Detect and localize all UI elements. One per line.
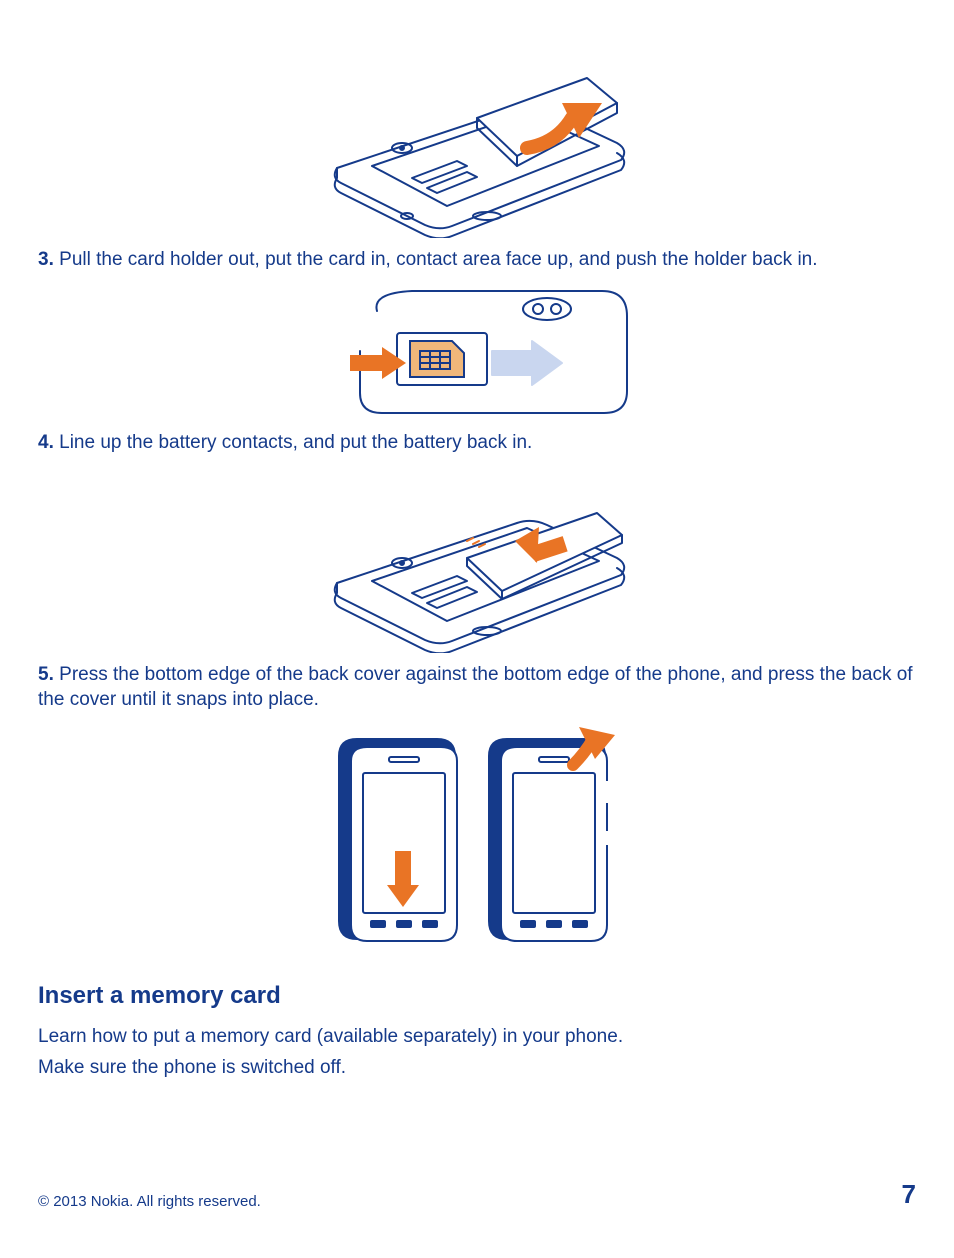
section-title: Insert a memory card <box>38 982 916 1010</box>
figure-cover-snap <box>317 721 637 956</box>
step-3: 3. Pull the card holder out, put the car… <box>38 248 916 273</box>
copyright-text: © 2013 Nokia. All rights reserved. <box>38 1193 261 1210</box>
figure-battery-in <box>317 463 637 653</box>
step-number: 5. <box>38 664 54 685</box>
page-footer: © 2013 Nokia. All rights reserved. 7 <box>38 1179 916 1210</box>
step-4: 4. Line up the battery contacts, and put… <box>38 431 916 456</box>
figure-battery-out <box>317 48 637 238</box>
section-line-1: Learn how to put a memory card (availabl… <box>38 1024 916 1050</box>
page-number: 7 <box>902 1179 916 1210</box>
step-text: Press the bottom edge of the back cover … <box>38 664 913 710</box>
step-5: 5. Press the bottom edge of the back cov… <box>38 663 916 712</box>
document-page: 3. Pull the card holder out, put the car… <box>0 0 954 1258</box>
figure-sim-insert <box>322 281 632 421</box>
step-text: Pull the card holder out, put the card i… <box>59 249 817 270</box>
step-number: 4. <box>38 432 54 453</box>
step-text: Line up the battery contacts, and put th… <box>59 432 532 453</box>
step-number: 3. <box>38 249 54 270</box>
section-line-2: Make sure the phone is switched off. <box>38 1055 916 1081</box>
